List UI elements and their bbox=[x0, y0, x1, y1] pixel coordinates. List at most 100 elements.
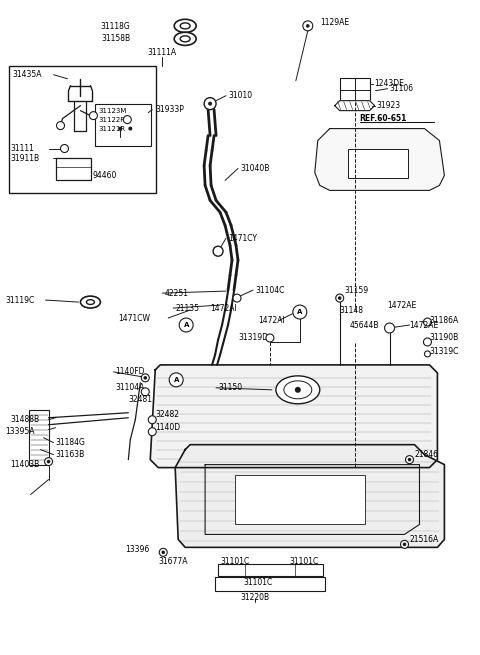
Text: 31122F: 31122F bbox=[98, 117, 125, 122]
Text: 31186A: 31186A bbox=[430, 316, 459, 324]
Circle shape bbox=[266, 334, 274, 342]
Text: 1129AE: 1129AE bbox=[320, 18, 349, 28]
Ellipse shape bbox=[276, 376, 320, 403]
Text: 1472AI: 1472AI bbox=[210, 303, 237, 312]
Text: 31104C: 31104C bbox=[255, 286, 284, 295]
Circle shape bbox=[233, 294, 241, 302]
Polygon shape bbox=[175, 445, 444, 548]
Text: 32482: 32482 bbox=[155, 410, 179, 419]
Text: 31101C: 31101C bbox=[220, 557, 249, 566]
Text: 13396: 13396 bbox=[125, 545, 150, 554]
Text: 11403B: 11403B bbox=[11, 460, 40, 469]
Text: 42251: 42251 bbox=[164, 289, 188, 297]
Circle shape bbox=[213, 246, 223, 256]
Bar bbox=[215, 577, 325, 591]
Circle shape bbox=[336, 294, 344, 302]
Text: 31184G: 31184G bbox=[56, 438, 85, 447]
Text: 31010: 31010 bbox=[228, 91, 252, 100]
Circle shape bbox=[179, 318, 193, 332]
Circle shape bbox=[338, 296, 341, 300]
Circle shape bbox=[423, 318, 432, 326]
Polygon shape bbox=[335, 101, 374, 111]
Text: 31923: 31923 bbox=[377, 101, 401, 110]
Text: A: A bbox=[297, 309, 302, 315]
Circle shape bbox=[141, 374, 149, 382]
Text: 31319D: 31319D bbox=[238, 333, 268, 343]
Text: 31111A: 31111A bbox=[148, 48, 177, 57]
Bar bbox=[235, 475, 365, 525]
Bar bbox=[96, 103, 151, 145]
Circle shape bbox=[123, 116, 132, 124]
Circle shape bbox=[57, 122, 64, 130]
Text: 31148: 31148 bbox=[340, 305, 364, 314]
Ellipse shape bbox=[81, 296, 100, 308]
Text: 31104A: 31104A bbox=[115, 383, 145, 392]
Bar bbox=[340, 78, 370, 102]
Text: 31119C: 31119C bbox=[6, 295, 35, 305]
Text: 1472AE: 1472AE bbox=[387, 301, 417, 310]
Text: 32481: 32481 bbox=[128, 395, 152, 404]
Ellipse shape bbox=[284, 381, 312, 399]
Circle shape bbox=[119, 126, 122, 130]
Circle shape bbox=[406, 456, 413, 464]
Ellipse shape bbox=[174, 32, 196, 45]
Circle shape bbox=[60, 145, 69, 153]
Text: 31435A: 31435A bbox=[12, 70, 42, 79]
Text: 31106: 31106 bbox=[390, 84, 414, 93]
Text: 31190B: 31190B bbox=[430, 333, 459, 343]
Text: 31111: 31111 bbox=[11, 144, 35, 153]
Ellipse shape bbox=[180, 36, 190, 42]
Circle shape bbox=[384, 323, 395, 333]
Text: 31677A: 31677A bbox=[158, 557, 188, 566]
Text: 1140D: 1140D bbox=[155, 423, 180, 432]
Text: 45644B: 45644B bbox=[350, 320, 379, 329]
Text: 31220B: 31220B bbox=[240, 593, 269, 602]
Circle shape bbox=[303, 21, 313, 31]
Bar bbox=[29, 410, 48, 464]
Text: 21135: 21135 bbox=[175, 303, 199, 312]
Text: 31101C: 31101C bbox=[290, 557, 319, 566]
Polygon shape bbox=[315, 128, 444, 191]
Text: 1472AE: 1472AE bbox=[409, 320, 439, 329]
Ellipse shape bbox=[174, 19, 196, 33]
Circle shape bbox=[423, 338, 432, 346]
Circle shape bbox=[306, 24, 310, 28]
Ellipse shape bbox=[180, 23, 190, 29]
Circle shape bbox=[148, 428, 156, 436]
Text: 31121R: 31121R bbox=[98, 126, 126, 132]
Text: 21516A: 21516A bbox=[409, 535, 439, 544]
Text: 31118G: 31118G bbox=[101, 22, 130, 31]
Circle shape bbox=[161, 551, 165, 554]
Circle shape bbox=[204, 98, 216, 109]
Text: 1471CW: 1471CW bbox=[119, 314, 150, 322]
Circle shape bbox=[424, 351, 431, 357]
Text: 21846: 21846 bbox=[415, 450, 439, 459]
Circle shape bbox=[47, 460, 50, 463]
Circle shape bbox=[159, 548, 167, 556]
Bar bbox=[9, 66, 156, 193]
Circle shape bbox=[148, 416, 156, 424]
Circle shape bbox=[208, 102, 212, 105]
Circle shape bbox=[403, 542, 406, 546]
Text: 13395A: 13395A bbox=[6, 427, 35, 436]
Circle shape bbox=[293, 305, 307, 319]
Bar bbox=[218, 565, 323, 576]
Circle shape bbox=[45, 458, 52, 466]
Circle shape bbox=[169, 373, 183, 387]
Bar bbox=[348, 149, 408, 178]
Bar bbox=[56, 159, 91, 180]
Text: 1140FD: 1140FD bbox=[115, 367, 145, 377]
Text: 1243DE: 1243DE bbox=[374, 79, 405, 88]
Text: 31159: 31159 bbox=[345, 286, 369, 295]
Text: 31150: 31150 bbox=[218, 383, 242, 392]
Text: 31933P: 31933P bbox=[155, 105, 184, 114]
Circle shape bbox=[89, 111, 97, 120]
Ellipse shape bbox=[86, 300, 95, 305]
Circle shape bbox=[400, 540, 408, 548]
Text: 31101C: 31101C bbox=[243, 578, 273, 587]
Circle shape bbox=[144, 376, 147, 380]
Circle shape bbox=[128, 126, 132, 130]
Circle shape bbox=[141, 388, 149, 396]
Text: 31158B: 31158B bbox=[101, 34, 130, 43]
Text: 94460: 94460 bbox=[93, 171, 117, 180]
